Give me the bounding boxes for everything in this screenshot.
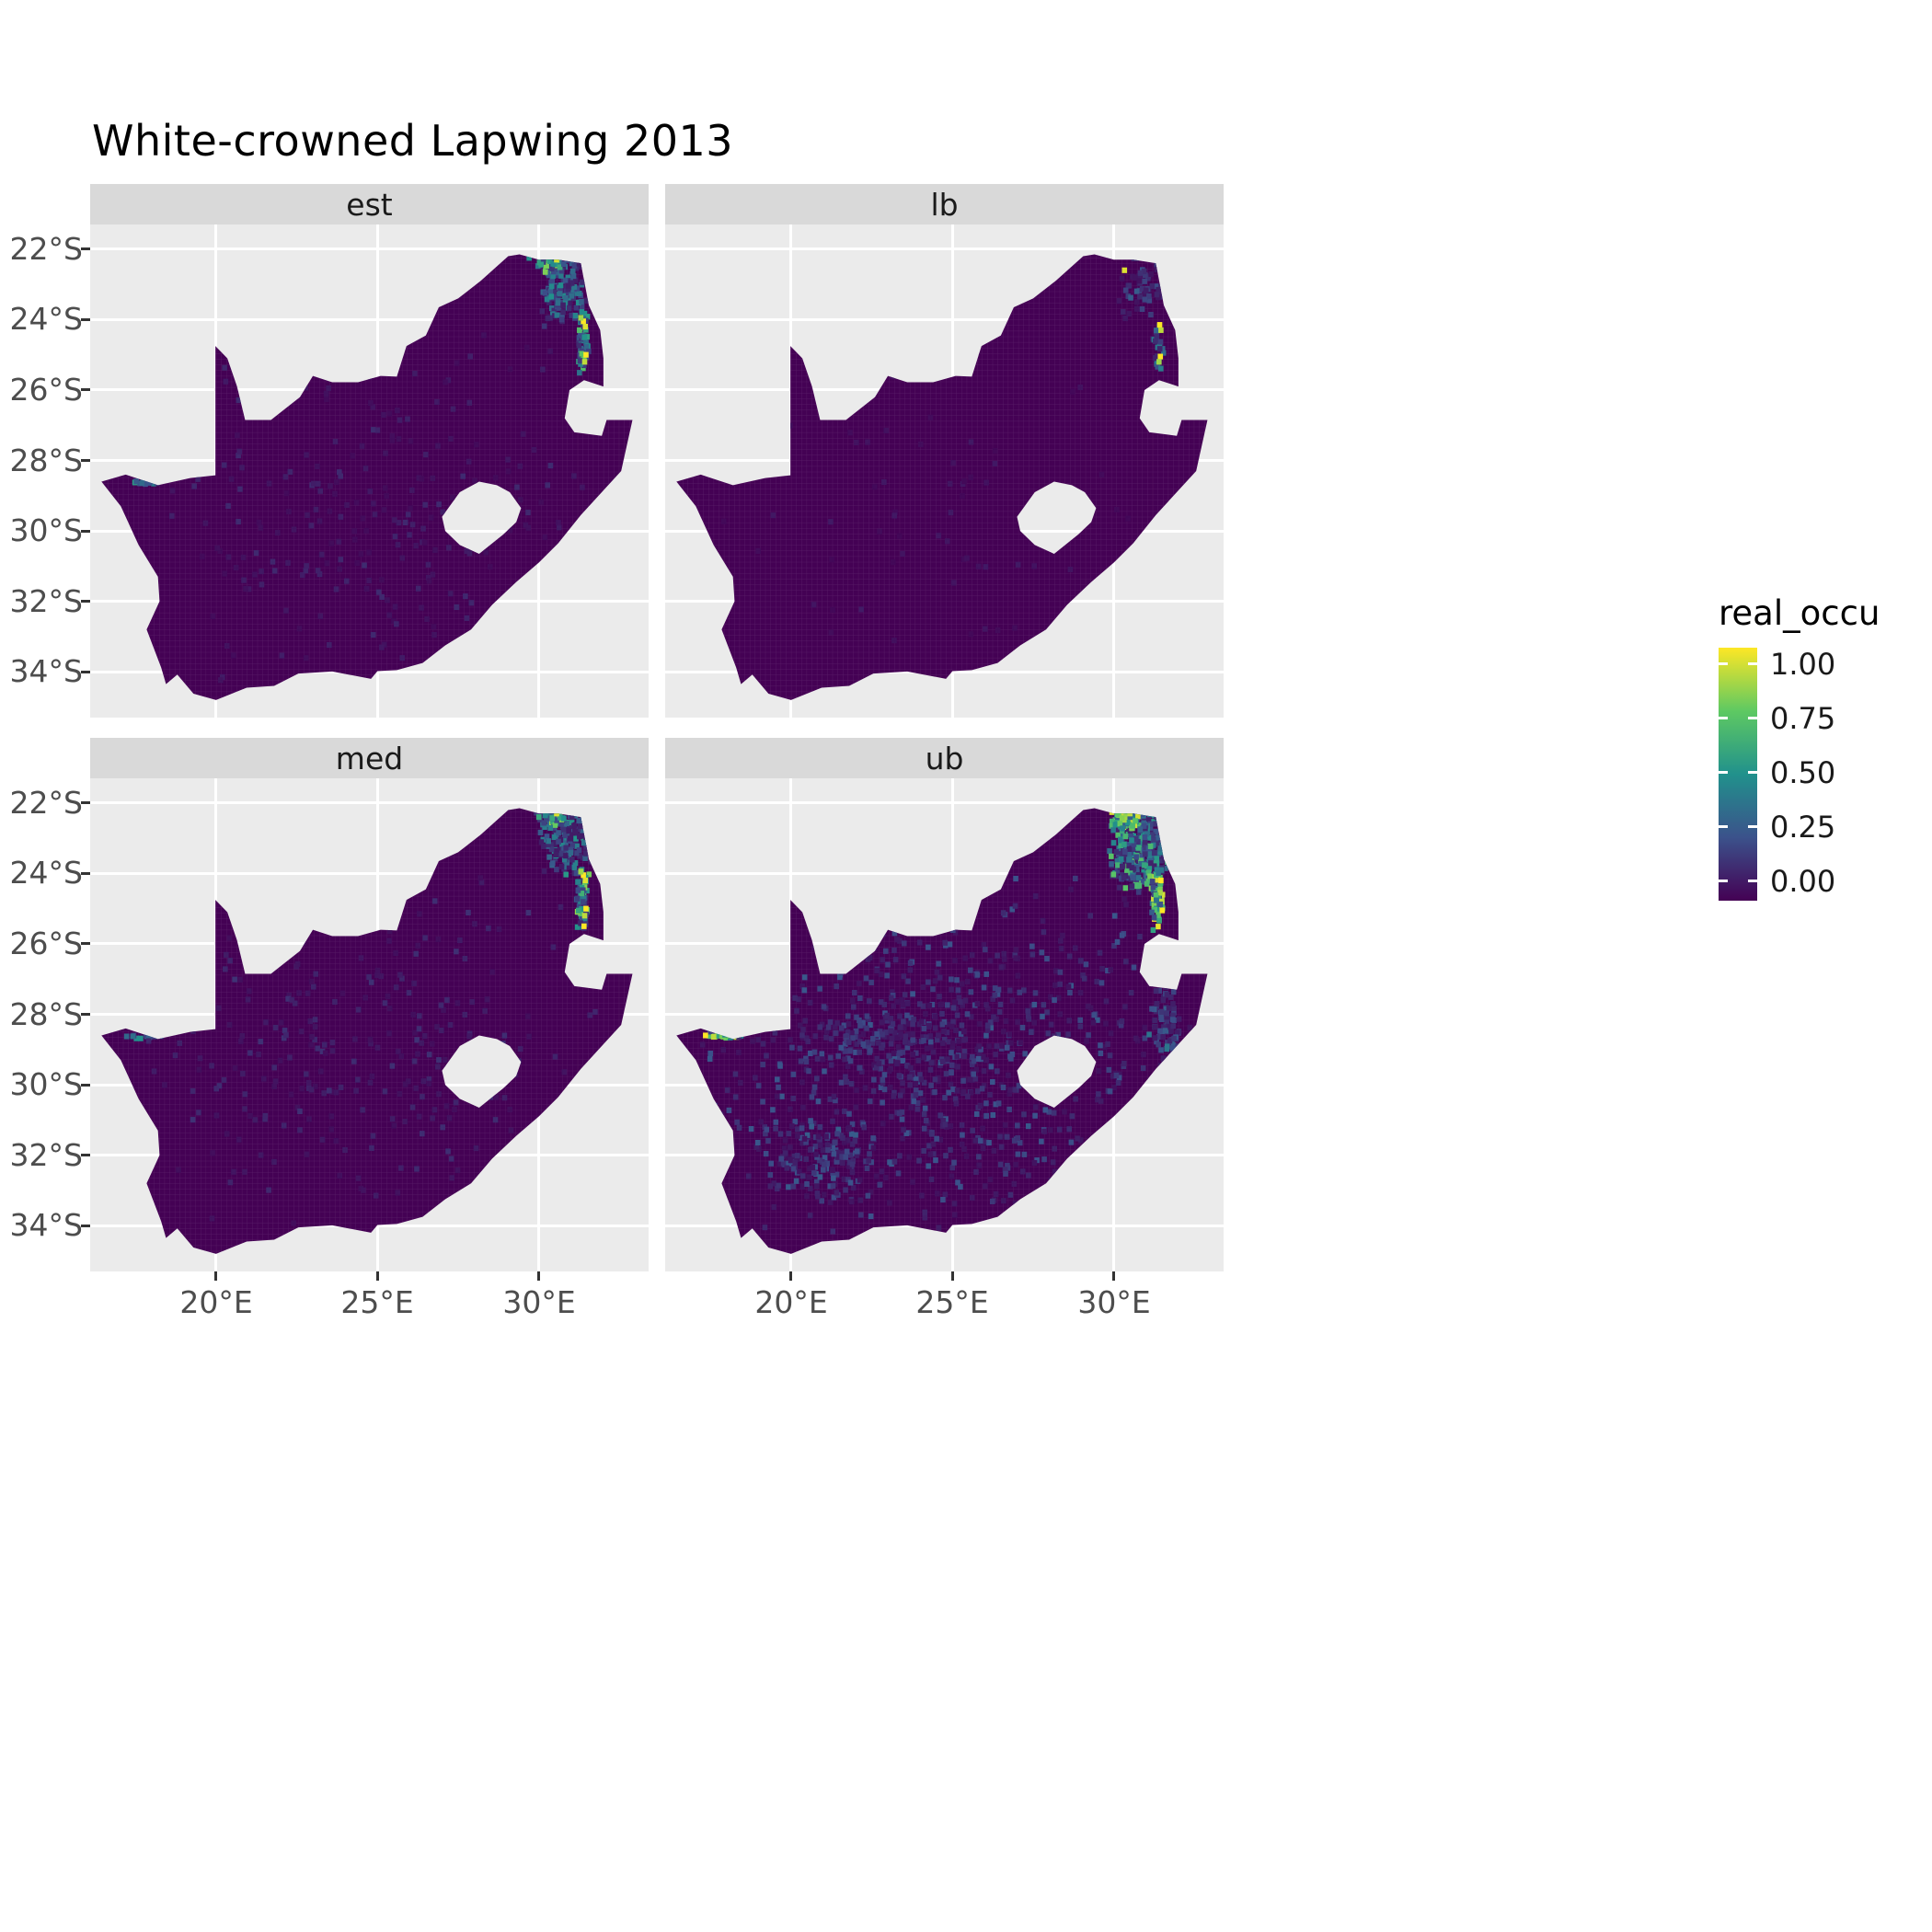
x-axis-label: 20°E: [754, 1284, 828, 1320]
facet-strip-label: ub: [925, 740, 964, 776]
legend: real_occu 1.00 0.75 0.50 0.25 0.00: [1719, 593, 1921, 905]
plot-area: est lb med ub 22°S 24°S 26°S 28°S 30°S 3…: [9, 184, 1233, 1343]
facet-strip-label: est: [346, 186, 393, 223]
map-est: [101, 254, 633, 700]
y-axis-label: 28°S: [9, 443, 83, 478]
y-axis-label: 30°S: [9, 512, 83, 548]
facet-strip-est: est: [90, 184, 649, 224]
axis-tick: [81, 247, 90, 251]
y-axis-label: 30°S: [9, 1066, 83, 1102]
facet-strip-label: lb: [930, 186, 959, 223]
legend-tick: [1748, 771, 1757, 774]
facet-strip-lb: lb: [665, 184, 1224, 224]
gridline-horizontal: [90, 871, 649, 875]
legend-tick: [1748, 717, 1757, 719]
legend-tick: [1719, 825, 1728, 828]
gridline-horizontal: [90, 801, 649, 805]
legend-tick: [1719, 771, 1728, 774]
y-axis-label: 24°S: [9, 855, 83, 891]
axis-tick: [375, 1271, 379, 1281]
legend-tick: [1719, 880, 1728, 882]
axis-tick: [81, 670, 90, 673]
axis-tick: [950, 1271, 954, 1281]
legend-label: 0.25: [1770, 810, 1836, 845]
x-axis-label: 20°E: [179, 1284, 253, 1320]
map-med: [101, 808, 633, 1254]
facet-panel-est: [90, 224, 649, 718]
y-axis-label: 32°S: [9, 1137, 83, 1173]
axis-tick: [789, 1271, 793, 1281]
facet-panel-lb: [665, 224, 1224, 718]
y-axis-label: 24°S: [9, 301, 83, 337]
y-axis-label: 26°S: [9, 372, 83, 408]
x-axis-label: 30°E: [502, 1284, 576, 1320]
x-axis-label: 30°E: [1077, 1284, 1151, 1320]
legend-label: 0.50: [1770, 755, 1836, 790]
axis-tick: [81, 459, 90, 462]
legend-colorbar-wrap: 1.00 0.75 0.50 0.25 0.00: [1719, 648, 1921, 905]
axis-tick: [1112, 1271, 1116, 1281]
axis-tick: [214, 1271, 218, 1281]
gridline-horizontal: [90, 247, 649, 251]
axis-tick: [537, 1271, 541, 1281]
map-lb: [676, 254, 1208, 700]
axis-tick: [81, 1154, 90, 1157]
legend-label: 0.75: [1770, 701, 1836, 736]
axis-tick: [81, 801, 90, 805]
axis-tick: [81, 942, 90, 946]
legend-tick: [1719, 662, 1728, 665]
facet-strip-label: med: [335, 740, 404, 776]
plot-title: White-crowned Lapwing 2013: [92, 116, 734, 166]
y-axis-label: 22°S: [9, 785, 83, 821]
legend-tick: [1748, 825, 1757, 828]
legend-label: 0.00: [1770, 864, 1836, 899]
gridline-horizontal: [90, 317, 649, 321]
x-axis-label: 25°E: [915, 1284, 989, 1320]
axis-tick: [81, 317, 90, 321]
axis-tick: [81, 600, 90, 604]
y-axis-label: 32°S: [9, 583, 83, 619]
legend-label: 1.00: [1770, 647, 1836, 682]
map-ub: [676, 808, 1208, 1254]
axis-tick: [81, 529, 90, 533]
gridline-horizontal: [665, 247, 1224, 251]
axis-tick: [81, 871, 90, 875]
y-axis-label: 22°S: [9, 231, 83, 267]
gridline-horizontal: [665, 801, 1224, 805]
gridline-horizontal: [665, 317, 1224, 321]
facet-panel-ub: [665, 778, 1224, 1271]
y-axis-label: 34°S: [9, 653, 83, 689]
gridline-horizontal: [665, 871, 1224, 875]
facet-strip-med: med: [90, 738, 649, 778]
legend-tick: [1748, 662, 1757, 665]
legend-title: real_occu: [1719, 593, 1880, 633]
axis-tick: [81, 1083, 90, 1087]
y-axis-label: 34°S: [9, 1207, 83, 1243]
legend-tick: [1719, 717, 1728, 719]
y-axis-label: 26°S: [9, 926, 83, 961]
legend-colorbar: [1719, 648, 1757, 901]
axis-tick: [81, 388, 90, 392]
axis-tick: [81, 1013, 90, 1016]
y-axis-label: 28°S: [9, 996, 83, 1032]
legend-tick: [1748, 880, 1757, 882]
facet-strip-ub: ub: [665, 738, 1224, 778]
x-axis-label: 25°E: [340, 1284, 414, 1320]
facet-panel-med: [90, 778, 649, 1271]
axis-tick: [81, 1224, 90, 1227]
